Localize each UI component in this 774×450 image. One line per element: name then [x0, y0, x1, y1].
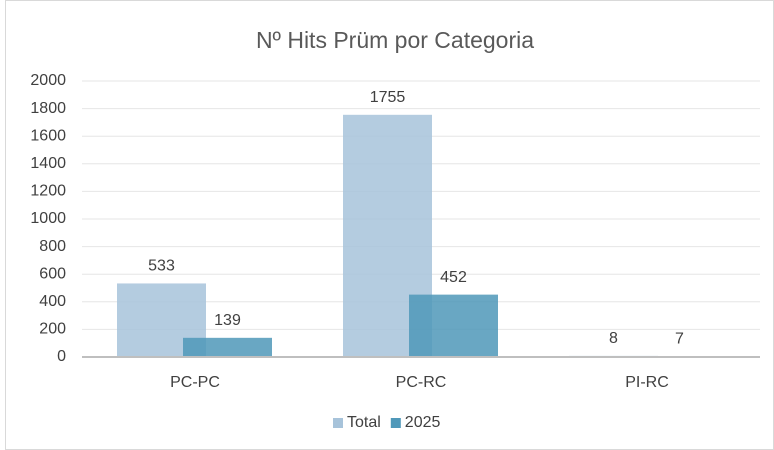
legend-swatch — [333, 418, 343, 428]
data-label: 452 — [440, 269, 467, 286]
y-tick-label: 2000 — [30, 72, 66, 89]
legend-label: 2025 — [405, 414, 441, 431]
y-tick-label: 600 — [39, 265, 66, 282]
x-tick-label: PC-PC — [170, 374, 220, 391]
bar — [409, 294, 498, 357]
y-tick-label: 1800 — [30, 100, 66, 117]
data-label: 139 — [214, 312, 241, 329]
legend-label: Total — [347, 414, 381, 431]
data-label: 533 — [148, 258, 175, 275]
y-tick-label: 800 — [39, 238, 66, 255]
y-tick-label: 1200 — [30, 183, 66, 200]
chart-title: Nº Hits Prüm por Categoria — [256, 27, 534, 53]
y-tick-label: 0 — [57, 348, 66, 365]
y-tick-label: 1600 — [30, 127, 66, 144]
y-tick-label: 400 — [39, 293, 66, 310]
data-label: 1755 — [370, 89, 406, 106]
y-tick-label: 1000 — [30, 210, 66, 227]
y-tick-label: 200 — [39, 321, 66, 338]
x-tick-label: PI-RC — [625, 374, 669, 391]
y-tick-label: 1400 — [30, 155, 66, 172]
bar — [183, 337, 272, 357]
legend-swatch — [390, 418, 401, 428]
data-label: 7 — [675, 330, 684, 347]
data-label: 8 — [609, 330, 618, 347]
x-tick-label: PC-RC — [396, 374, 447, 391]
